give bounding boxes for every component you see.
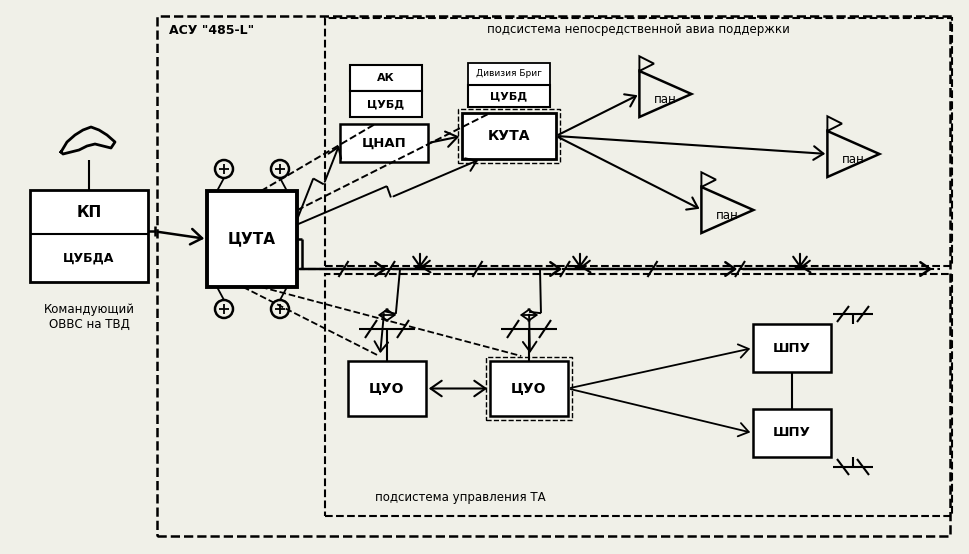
Text: пан: пан [716, 209, 738, 222]
Bar [468, 85, 550, 107]
Bar [753, 409, 831, 457]
Bar [468, 63, 550, 85]
Text: ЦУБД: ЦУБД [490, 91, 527, 101]
Text: Дивизия Бриг: Дивизия Бриг [476, 69, 542, 79]
Text: ЦНАП: ЦНАП [361, 136, 406, 150]
Bar [486, 357, 572, 420]
Text: ЦУТА: ЦУТА [228, 232, 276, 247]
Bar [207, 191, 297, 287]
Text: пан: пан [842, 153, 864, 166]
Text: подсистема управления ТА: подсистема управления ТА [375, 491, 546, 505]
Bar [462, 113, 556, 159]
Text: ШПУ: ШПУ [773, 341, 811, 355]
Text: подсистема непосредственной авиа поддержки: подсистема непосредственной авиа поддерж… [487, 23, 790, 37]
Text: АСУ "485-L": АСУ "485-L" [169, 23, 254, 37]
Text: АК: АК [377, 73, 394, 83]
Bar [490, 361, 568, 416]
Text: ЦУО: ЦУО [369, 382, 405, 396]
Text: ЦУБДА: ЦУБДА [63, 252, 114, 265]
Bar [350, 65, 422, 91]
Text: Командующий
ОВВС на ТВД: Командующий ОВВС на ТВД [44, 303, 135, 331]
Bar [157, 16, 950, 536]
Bar [348, 361, 426, 416]
Bar [325, 274, 952, 516]
Text: КУТА: КУТА [487, 129, 530, 143]
Bar [753, 324, 831, 372]
Bar [350, 91, 422, 117]
Text: пан: пан [654, 93, 676, 106]
Bar [325, 18, 952, 266]
Text: ШПУ: ШПУ [773, 427, 811, 439]
Bar [340, 124, 428, 162]
Text: КП: КП [77, 204, 102, 219]
Bar [30, 190, 148, 282]
Text: ЦУБД: ЦУБД [367, 99, 405, 109]
Bar [458, 109, 560, 163]
Text: ЦУО: ЦУО [512, 382, 547, 396]
